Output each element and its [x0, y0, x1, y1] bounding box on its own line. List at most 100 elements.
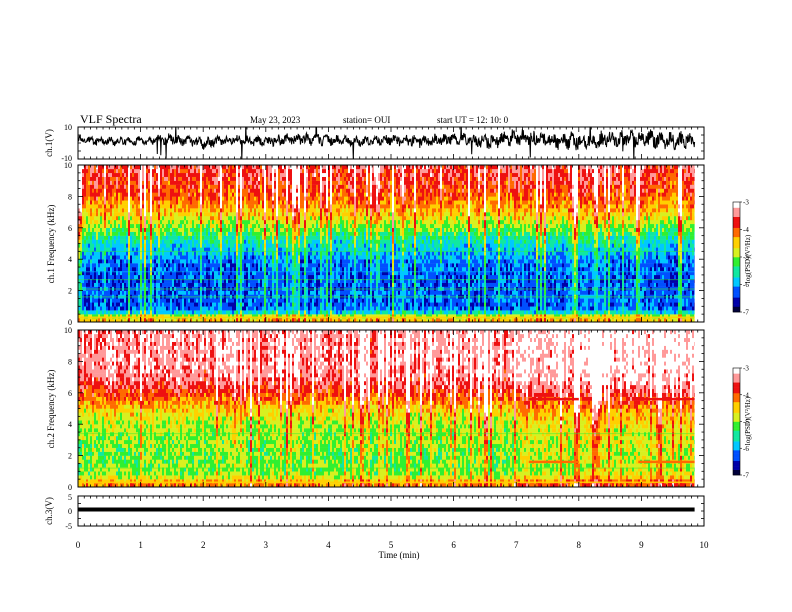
spec1-cell	[104, 310, 106, 314]
spec1-cell	[116, 310, 118, 314]
spec1-cell	[100, 232, 102, 236]
spec1-cell	[122, 259, 124, 263]
spec1-cell	[92, 244, 94, 248]
spec1-cell	[136, 204, 138, 208]
spec1-cell	[100, 169, 102, 173]
spec1-cell	[108, 255, 110, 259]
spec1-cell	[106, 177, 108, 181]
spec1-cell	[82, 306, 84, 310]
spec1-cell	[94, 224, 96, 228]
spec1-cell	[140, 177, 142, 181]
spec1-cell	[112, 251, 114, 255]
spec1-cell	[136, 306, 138, 310]
spec1-cell	[138, 165, 140, 169]
spec1-cell	[128, 208, 130, 212]
spec1-cell	[116, 291, 118, 295]
spec1-cell	[98, 267, 100, 271]
spec1-cell	[134, 173, 136, 177]
spec1-cell	[116, 240, 118, 244]
spec1-cell	[96, 244, 98, 248]
spec1-cell	[110, 306, 112, 310]
spec1-cell	[88, 212, 90, 216]
spec1-cell	[130, 192, 132, 196]
spec1-cell	[92, 275, 94, 279]
spec1-cell	[80, 240, 82, 244]
spec1-cell	[124, 236, 126, 240]
spec1-cell	[118, 177, 120, 181]
spec1-cell	[120, 244, 122, 248]
spec1-cell	[108, 310, 110, 314]
spec1-cell	[86, 185, 88, 189]
spec1-cell	[118, 259, 120, 263]
spec1-cell	[124, 173, 126, 177]
spec1-cell	[80, 310, 82, 314]
spec1-cell	[132, 169, 134, 173]
spec1-cell	[100, 283, 102, 287]
spec1-cell	[110, 185, 112, 189]
spec1-cell	[102, 177, 104, 181]
spec1-cell	[106, 306, 108, 310]
spec1-cell	[134, 310, 136, 314]
spec1-cell	[86, 200, 88, 204]
spec1-cell	[80, 177, 82, 181]
spec1-cell	[134, 251, 136, 255]
spec1-cell	[132, 251, 134, 255]
spec1-cell	[134, 185, 136, 189]
spec1-cell	[122, 302, 124, 306]
spec1-cell	[104, 275, 106, 279]
spec1-cell	[108, 236, 110, 240]
spec1-cell	[112, 185, 114, 189]
spec1-cell	[98, 204, 100, 208]
spec1-cell	[138, 212, 140, 216]
spec1-cell	[114, 181, 116, 185]
spec1-cell	[102, 263, 104, 267]
spec1-cell	[102, 224, 104, 228]
spec1-cell	[94, 165, 96, 169]
spec1-cell	[82, 196, 84, 200]
spec1-cell	[140, 212, 142, 216]
spec1-cell	[130, 244, 132, 248]
spec1-cell	[96, 298, 98, 302]
spec1-cell	[106, 228, 108, 232]
spec1-cell	[128, 216, 130, 220]
spec1-cell	[90, 216, 92, 220]
spec1-cell	[140, 204, 142, 208]
spec1-cell	[104, 181, 106, 185]
spec1-cell	[132, 212, 134, 216]
spec1-cell	[122, 200, 124, 204]
spec1-cell	[124, 298, 126, 302]
spec1-cell	[102, 204, 104, 208]
spec1-cell	[84, 220, 86, 224]
spec1-cell	[94, 263, 96, 267]
spec1-cell	[140, 208, 142, 212]
spec1-cell	[86, 177, 88, 181]
spec1-cell	[92, 169, 94, 173]
spec1-cell	[126, 177, 128, 181]
spec1-cell	[138, 259, 140, 263]
spec1-cell	[134, 189, 136, 193]
spec1-cell	[108, 169, 110, 173]
spec1-cell	[90, 177, 92, 181]
spec1-cell	[128, 251, 130, 255]
spec1-cell	[86, 251, 88, 255]
spec1-cell	[122, 240, 124, 244]
spec1-cell	[90, 302, 92, 306]
spec1-cell	[114, 216, 116, 220]
spec1-cell	[124, 251, 126, 255]
spec1-cell	[84, 259, 86, 263]
spec1-cell	[86, 275, 88, 279]
spec1-cell	[80, 267, 82, 271]
spec1-cell	[134, 196, 136, 200]
spec1-cell	[100, 177, 102, 181]
spec1-cell	[106, 267, 108, 271]
spec1-cell	[142, 267, 144, 271]
spec1-cell	[98, 251, 100, 255]
spec1-cell	[130, 216, 132, 220]
spec1-cell	[82, 173, 84, 177]
spec1-cell	[138, 181, 140, 185]
spec1-cell	[126, 306, 128, 310]
spec1-cell	[118, 189, 120, 193]
spec1-cell	[136, 310, 138, 314]
spec1-cell	[124, 200, 126, 204]
